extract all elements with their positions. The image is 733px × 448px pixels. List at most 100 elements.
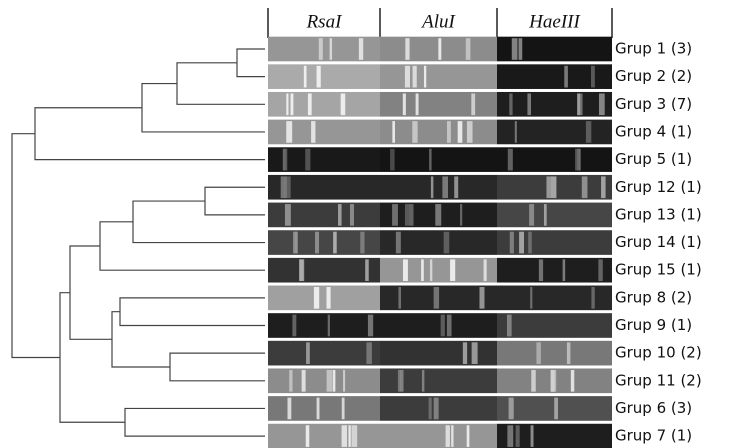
gel-lane: [497, 341, 612, 366]
gel-band: [530, 287, 532, 309]
gel-band: [350, 204, 354, 226]
gel-band: [429, 398, 432, 420]
gel-lane: [380, 175, 497, 200]
gel-band: [434, 287, 439, 309]
gel-band: [508, 149, 513, 171]
gel-band: [529, 204, 534, 226]
gel-band: [575, 149, 580, 171]
gel-band: [398, 287, 401, 309]
gel-band: [405, 204, 410, 226]
gel-band: [429, 149, 431, 171]
gel-band: [368, 315, 373, 337]
gel-band: [390, 149, 394, 171]
gel-lane: [268, 368, 380, 393]
gel-band: [563, 259, 566, 281]
gel-band: [577, 93, 580, 115]
gel-band: [365, 259, 369, 281]
gel-band: [422, 370, 424, 392]
gel-band: [442, 176, 448, 198]
gel-lane: [497, 230, 612, 255]
gel-band: [413, 66, 417, 88]
gel-band: [306, 342, 310, 364]
gel-band: [451, 425, 453, 447]
gel-band: [509, 93, 512, 115]
gel-band: [330, 38, 332, 60]
gel-lane: [497, 258, 612, 283]
dendrogram-branch: [142, 84, 265, 132]
gel-band: [405, 66, 410, 88]
gel-band: [539, 259, 543, 281]
gel-band: [392, 204, 398, 226]
gel-band: [333, 370, 336, 392]
gel-lane: [380, 368, 497, 393]
gel-lane: [380, 92, 497, 117]
gel-band: [567, 342, 570, 364]
group-label: Grup 8 (2): [615, 288, 692, 306]
group-label: Grup 12 (1): [615, 178, 702, 196]
group-label: Grup 6 (3): [615, 399, 692, 417]
gel-band: [308, 93, 312, 115]
gel-band: [484, 259, 487, 281]
gel-band: [518, 38, 522, 60]
gel-band: [293, 232, 297, 254]
gel-band: [315, 232, 319, 254]
gel-lane: [268, 286, 380, 311]
gel-lane: [268, 203, 380, 228]
gel-band: [564, 66, 568, 88]
gel-lane: [497, 147, 612, 172]
group-label: Grup 11 (2): [615, 371, 702, 389]
gel-band: [348, 425, 350, 447]
gel-band: [516, 425, 520, 447]
gel-band: [286, 93, 288, 115]
dendrogram-branch: [237, 49, 265, 77]
gel-band: [396, 232, 401, 254]
gel-band: [333, 232, 337, 254]
gel-band: [281, 176, 285, 198]
group-label: Grup 1 (3): [615, 40, 692, 58]
gel-lane: [268, 258, 380, 283]
gel-lane: [497, 120, 612, 145]
gel-band: [507, 315, 511, 337]
gel-band: [359, 38, 363, 60]
gel-band: [400, 370, 404, 392]
group-label: Grup 2 (2): [615, 67, 692, 85]
dendrogram-branch: [133, 201, 265, 242]
gel-band: [467, 425, 470, 447]
gel-band: [447, 315, 452, 337]
gel-band: [431, 176, 433, 198]
gel-band: [291, 93, 294, 115]
gel-lane: [268, 313, 380, 338]
gel-band: [519, 232, 524, 254]
gel-lane: [268, 341, 380, 366]
gel-lane: [380, 147, 497, 172]
group-label: Grup 10 (2): [615, 344, 702, 362]
gel-lane: [380, 341, 497, 366]
dendrogram-branch: [170, 353, 265, 381]
dendrogram-branch: [112, 312, 170, 367]
gel-lane: [380, 258, 497, 283]
gel-band: [299, 259, 304, 281]
enzyme-label: RsaI: [306, 11, 344, 32]
gel-band: [527, 93, 531, 115]
gel-lane: [497, 92, 612, 117]
gel-band: [598, 259, 602, 281]
dendrogram-branch: [12, 134, 60, 358]
gel-band: [546, 176, 550, 198]
group-label: Grup 14 (1): [615, 233, 702, 251]
gel-band: [591, 287, 594, 309]
gel-band: [544, 204, 547, 226]
gel-band: [507, 425, 513, 447]
gel-band: [311, 121, 315, 143]
gel-band: [601, 176, 606, 198]
gel-band: [444, 232, 450, 254]
gel-band: [351, 425, 357, 447]
gel-band: [460, 204, 462, 226]
gel-band: [292, 315, 296, 337]
gel-band: [317, 66, 321, 88]
gel-band: [447, 121, 451, 143]
gel-band: [472, 342, 478, 364]
gel-band: [441, 315, 445, 337]
gel-lane: [380, 64, 497, 89]
group-label: Grup 5 (1): [615, 150, 692, 168]
gel-band: [531, 370, 535, 392]
